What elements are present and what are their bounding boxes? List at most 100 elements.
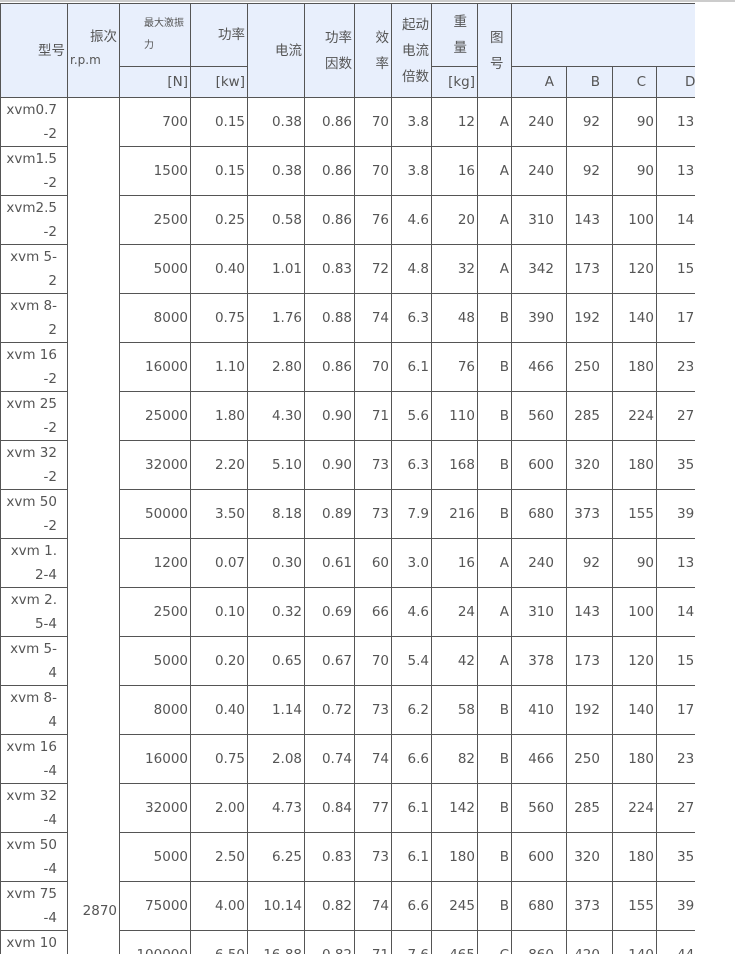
cell-start: 4.8 (391, 244, 432, 294)
cell-current: 4.30 (247, 391, 305, 441)
cell-c: 100 (612, 195, 657, 245)
cell-pf: 0.90 (304, 440, 355, 490)
cell-fig: B (477, 783, 512, 833)
cell-power: 0.75 (190, 293, 248, 343)
cell-eff: 72 (354, 244, 392, 294)
cell-power: 6.50 (190, 930, 248, 954)
cell-force: 100000 (119, 930, 191, 954)
cell-start: 6.3 (391, 293, 432, 343)
cell-a: 342 (511, 244, 567, 294)
header-power-factor: 功率因数 (304, 3, 355, 98)
cell-c: 155 (612, 489, 657, 539)
cell-force: 5000 (119, 244, 191, 294)
cell-current: 10.14 (247, 881, 305, 931)
cell-current: 0.30 (247, 538, 305, 588)
cell-model: xvm2.5-2 (0, 195, 68, 245)
cell-model: xvm 8-2 (0, 293, 68, 343)
cell-start: 7.6 (391, 930, 432, 954)
cell-model: xvm 16-2 (0, 342, 68, 392)
top-divider (0, 0, 735, 2)
cell-b: 192 (566, 293, 613, 343)
cell-power: 4.00 (190, 881, 248, 931)
cell-model: xvm 2.5-4 (0, 587, 68, 637)
cell-force: 32000 (119, 783, 191, 833)
cell-force: 16000 (119, 734, 191, 784)
cell-force: 1500 (119, 146, 191, 196)
cell-power: 0.25 (190, 195, 248, 245)
cell-model: xvm 50-2 (0, 489, 68, 539)
cell-d: 13 (656, 97, 695, 147)
header-weight-unit: [kg] (431, 66, 478, 98)
cell-d: 39 (656, 489, 695, 539)
cell-weight: 245 (431, 881, 478, 931)
spec-table-container: 型号 振次 r.p.m 最大激振力 功率 电流 功率因数 效率 起动电流倍数 重… (0, 3, 695, 954)
cell-eff: 60 (354, 538, 392, 588)
cell-model: xvm 8-4 (0, 685, 68, 735)
cell-current: 2.08 (247, 734, 305, 784)
cell-power: 0.10 (190, 587, 248, 637)
cell-a: 600 (511, 832, 567, 882)
cell-force: 50000 (119, 489, 191, 539)
cell-weight: 24 (431, 587, 478, 637)
cell-b: 420 (566, 930, 613, 954)
cell-model: xvm 100-4 (0, 930, 68, 954)
cell-start: 6.3 (391, 440, 432, 490)
cell-force: 16000 (119, 342, 191, 392)
cell-eff: 70 (354, 342, 392, 392)
header-dim-a: A (511, 66, 567, 98)
cell-a: 560 (511, 783, 567, 833)
cell-fig: B (477, 342, 512, 392)
cell-c: 120 (612, 636, 657, 686)
cell-power: 2.20 (190, 440, 248, 490)
cell-fig: B (477, 293, 512, 343)
cell-weight: 16 (431, 146, 478, 196)
cell-b: 143 (566, 195, 613, 245)
cell-eff: 73 (354, 440, 392, 490)
cell-d: 35 (656, 440, 695, 490)
cell-a: 240 (511, 538, 567, 588)
cell-pf: 0.89 (304, 489, 355, 539)
header-weight: 重量 (431, 3, 478, 67)
cell-b: 143 (566, 587, 613, 637)
cell-pf: 0.88 (304, 293, 355, 343)
header-dim-b: B (566, 66, 613, 98)
cell-current: 16.88 (247, 930, 305, 954)
cell-eff: 73 (354, 685, 392, 735)
cell-fig: B (477, 489, 512, 539)
cell-eff: 70 (354, 636, 392, 686)
cell-pf: 0.83 (304, 832, 355, 882)
cell-d: 13 (656, 146, 695, 196)
cell-c: 90 (612, 97, 657, 147)
cell-b: 373 (566, 881, 613, 931)
cell-fig: A (477, 146, 512, 196)
cell-current: 1.76 (247, 293, 305, 343)
header-dim-d: D (656, 66, 695, 98)
cell-a: 310 (511, 195, 567, 245)
cell-d: 13 (656, 538, 695, 588)
cell-c: 180 (612, 342, 657, 392)
cell-c: 120 (612, 244, 657, 294)
cell-fig: B (477, 391, 512, 441)
cell-current: 2.80 (247, 342, 305, 392)
cell-d: 35 (656, 832, 695, 882)
cell-model: xvm 32-4 (0, 783, 68, 833)
cell-power: 2.00 (190, 783, 248, 833)
cell-a: 378 (511, 636, 567, 686)
cell-weight: 42 (431, 636, 478, 686)
cell-weight: 32 (431, 244, 478, 294)
header-efficiency: 效率 (354, 3, 392, 98)
cell-d: 23 (656, 734, 695, 784)
cell-c: 224 (612, 783, 657, 833)
cell-weight: 76 (431, 342, 478, 392)
cell-eff: 74 (354, 293, 392, 343)
cell-power: 3.50 (190, 489, 248, 539)
cell-b: 285 (566, 783, 613, 833)
cell-eff: 77 (354, 783, 392, 833)
cell-pf: 0.86 (304, 195, 355, 245)
cell-pf: 0.69 (304, 587, 355, 637)
cell-rpm: 2870 (67, 97, 120, 954)
cell-power: 1.80 (190, 391, 248, 441)
cell-a: 390 (511, 293, 567, 343)
cell-model: xvm 25-2 (0, 391, 68, 441)
cell-fig: A (477, 636, 512, 686)
